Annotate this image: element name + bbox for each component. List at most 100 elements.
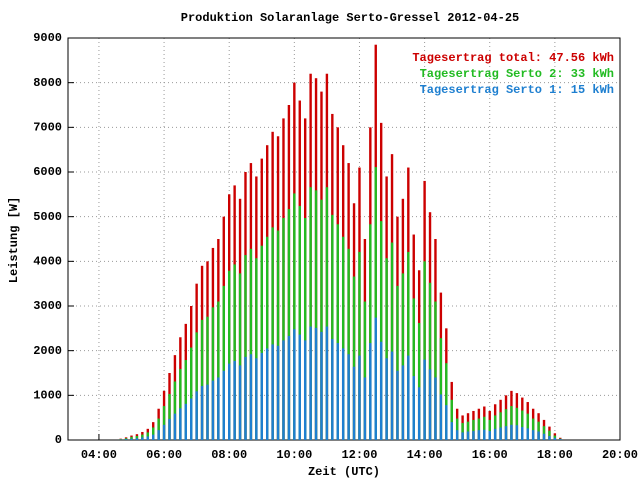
bar <box>179 368 182 440</box>
bar <box>363 301 367 440</box>
bar <box>190 398 193 440</box>
bar <box>276 230 280 440</box>
y-tick-label: 6000 <box>33 165 62 179</box>
bar <box>407 251 410 440</box>
y-tick-label: 9000 <box>33 31 62 45</box>
x-tick-label: 14:00 <box>407 448 443 462</box>
bar <box>238 273 242 440</box>
bar <box>146 436 149 440</box>
bar <box>141 437 144 440</box>
bar <box>200 385 204 440</box>
bar <box>510 406 513 440</box>
bar <box>244 255 247 440</box>
bar <box>228 363 231 440</box>
bar <box>325 187 329 440</box>
bar <box>461 432 464 440</box>
bar <box>434 301 437 440</box>
bar <box>379 341 383 440</box>
bar <box>493 428 497 440</box>
bar <box>179 408 182 440</box>
bar <box>412 298 415 440</box>
bar <box>559 439 562 440</box>
bar <box>162 406 166 440</box>
bar <box>222 285 225 440</box>
bar <box>515 425 519 440</box>
bar <box>184 360 187 440</box>
bar <box>477 418 481 440</box>
bar <box>200 319 204 440</box>
bar <box>352 366 356 440</box>
y-tick-label: 3000 <box>33 299 62 313</box>
bar <box>401 273 405 440</box>
bar <box>374 167 377 440</box>
bar <box>265 236 269 440</box>
bar <box>434 377 437 440</box>
bar <box>260 245 263 440</box>
bar <box>542 433 546 440</box>
bar <box>531 418 535 440</box>
bar <box>455 418 459 440</box>
bar <box>499 427 502 440</box>
bar <box>168 393 171 440</box>
bar <box>450 399 453 440</box>
bar <box>314 327 318 440</box>
bar <box>298 205 301 440</box>
bar <box>341 236 345 440</box>
bar <box>515 407 519 440</box>
bar <box>385 258 388 440</box>
bar <box>531 430 535 440</box>
x-tick-label: 08:00 <box>211 448 247 462</box>
y-tick-label: 0 <box>55 433 62 447</box>
bar <box>548 430 551 440</box>
bar <box>461 423 464 440</box>
y-axis-label: Leistung [W] <box>7 197 21 283</box>
bar <box>401 365 405 440</box>
bar <box>309 187 312 440</box>
bar <box>537 421 540 440</box>
bar <box>168 419 171 440</box>
bar <box>428 282 432 440</box>
y-tick-label: 2000 <box>33 344 62 358</box>
bar <box>450 422 453 440</box>
bar <box>233 264 236 440</box>
bar <box>217 377 220 440</box>
bar <box>428 369 432 440</box>
bar <box>336 224 339 440</box>
bar <box>483 429 486 440</box>
bar <box>423 359 426 440</box>
bar <box>320 199 323 440</box>
bar <box>510 424 513 440</box>
bar <box>282 218 285 440</box>
bar <box>184 403 187 440</box>
x-tick-label: 06:00 <box>146 448 182 462</box>
bar <box>526 428 529 440</box>
bar <box>244 356 247 440</box>
bar <box>385 358 388 440</box>
bar <box>173 413 177 440</box>
bar <box>135 435 139 440</box>
bar <box>303 218 307 440</box>
bar <box>130 436 133 440</box>
bar <box>369 343 372 440</box>
bar <box>472 419 475 440</box>
bar <box>396 285 399 440</box>
bar <box>265 348 269 440</box>
bar <box>423 261 426 440</box>
y-tick-label: 4000 <box>33 255 62 269</box>
bar <box>249 354 253 440</box>
bar <box>347 354 350 440</box>
bar <box>521 427 524 440</box>
bar <box>542 426 546 440</box>
bar <box>233 360 236 440</box>
bar <box>255 358 258 440</box>
bar <box>455 430 459 440</box>
bar <box>146 432 149 440</box>
bar <box>195 391 198 440</box>
bar <box>553 437 557 440</box>
bar <box>407 355 410 440</box>
bar <box>152 434 155 440</box>
bar <box>325 326 329 440</box>
bar <box>135 438 139 440</box>
bar <box>287 209 291 440</box>
bar <box>303 340 307 440</box>
